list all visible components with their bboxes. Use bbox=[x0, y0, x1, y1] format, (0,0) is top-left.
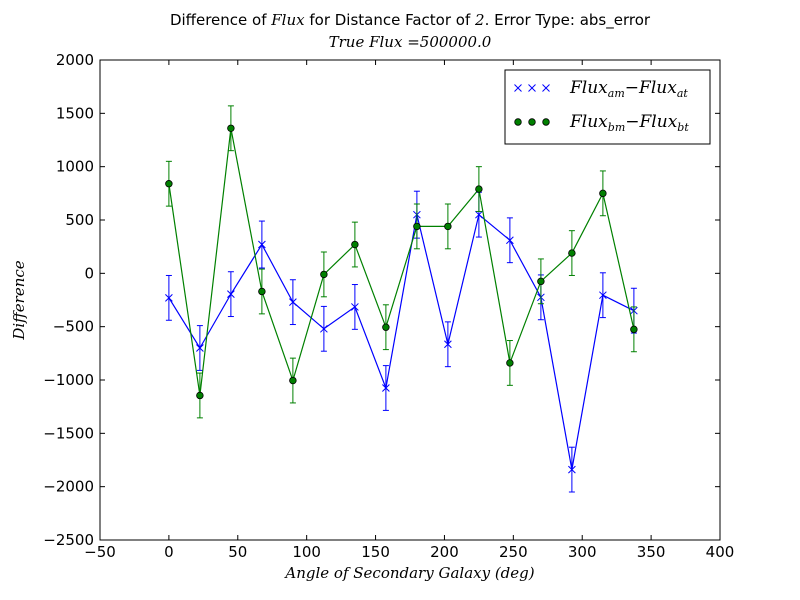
data-point bbox=[320, 270, 328, 279]
legend-label-series-1: Fluxam−Fluxat bbox=[569, 78, 688, 100]
data-point bbox=[351, 303, 359, 311]
legend-marker-series-1 bbox=[542, 84, 550, 92]
y-axis-label: Difference bbox=[10, 260, 28, 340]
data-point bbox=[227, 124, 235, 132]
plot-frame bbox=[99, 59, 721, 541]
data-point bbox=[258, 240, 266, 249]
chart-subtitle: True Flux =500000.0 bbox=[328, 33, 492, 51]
y-tick-label: 2000 bbox=[56, 51, 94, 69]
y-tick-label: 1000 bbox=[56, 158, 94, 176]
data-point bbox=[599, 291, 607, 300]
data-point bbox=[475, 210, 483, 219]
x-tick-label: 0 bbox=[164, 543, 174, 561]
y-tick-label: −500 bbox=[53, 318, 94, 336]
data-point bbox=[568, 249, 576, 257]
chart-title: Difference of Flux for Distance Factor o… bbox=[169, 11, 651, 29]
y-tick-label: −2500 bbox=[43, 531, 94, 549]
data-point bbox=[165, 180, 173, 188]
y-tick-label: 0 bbox=[84, 264, 94, 282]
data-point bbox=[320, 324, 328, 333]
data-point bbox=[258, 287, 266, 296]
legend-markers bbox=[514, 84, 550, 126]
x-tick-label: 150 bbox=[361, 543, 390, 561]
ticks-layer: −50 0 50 100 150 200 250 300 350 4002000150010005… bbox=[43, 51, 734, 561]
data-point bbox=[630, 325, 638, 334]
data-point bbox=[289, 376, 297, 385]
data-point bbox=[165, 294, 173, 302]
data-point bbox=[227, 290, 235, 298]
data-point bbox=[413, 222, 421, 231]
series-line bbox=[168, 128, 635, 396]
legend-box bbox=[504, 69, 711, 145]
data-point bbox=[506, 236, 514, 245]
y-tick-label: −1000 bbox=[43, 371, 94, 389]
x-tick-label: 200 bbox=[430, 543, 459, 561]
data-point bbox=[196, 344, 204, 352]
legend-marker-series-2 bbox=[514, 118, 522, 126]
x-tick-label: 50 bbox=[228, 543, 247, 561]
data-point bbox=[382, 384, 390, 392]
series-line bbox=[168, 213, 635, 470]
y-tick-label: 1500 bbox=[56, 104, 94, 122]
legend-marker-series-2 bbox=[542, 118, 550, 126]
data-point bbox=[382, 323, 390, 331]
legend-marker-series-1 bbox=[528, 84, 536, 92]
x-tick-label: 350 bbox=[637, 543, 666, 561]
y-tick-label: −2000 bbox=[43, 478, 94, 496]
data-point bbox=[289, 298, 297, 306]
data-point bbox=[444, 340, 452, 349]
data-point bbox=[351, 240, 359, 249]
x-tick-label: 400 bbox=[706, 543, 735, 561]
data-point bbox=[537, 277, 545, 286]
data-point bbox=[506, 359, 514, 367]
x-tick-label: 250 bbox=[499, 543, 528, 561]
legend: Fluxam−Fluxat Fluxbm−Fluxbt bbox=[504, 69, 711, 145]
x-axis-label: Angle of Secondary Galaxy (deg) bbox=[285, 564, 535, 582]
y-tick-label: 500 bbox=[65, 211, 94, 229]
data-point bbox=[475, 185, 483, 193]
series-layer bbox=[165, 105, 638, 493]
x-tick-label: −50 bbox=[84, 543, 116, 561]
data-point bbox=[444, 222, 452, 231]
data-point bbox=[196, 391, 204, 400]
legend-label-series-2: Fluxbm−Fluxbt bbox=[569, 112, 689, 134]
x-tick-label: 300 bbox=[568, 543, 597, 561]
data-point bbox=[568, 465, 576, 474]
x-tick-label: 100 bbox=[292, 543, 321, 561]
y-tick-label: −1500 bbox=[43, 424, 94, 442]
series-2 bbox=[165, 105, 638, 419]
legend-marker-series-1 bbox=[514, 84, 522, 92]
data-point bbox=[599, 189, 607, 198]
legend-marker-series-2 bbox=[528, 118, 536, 126]
